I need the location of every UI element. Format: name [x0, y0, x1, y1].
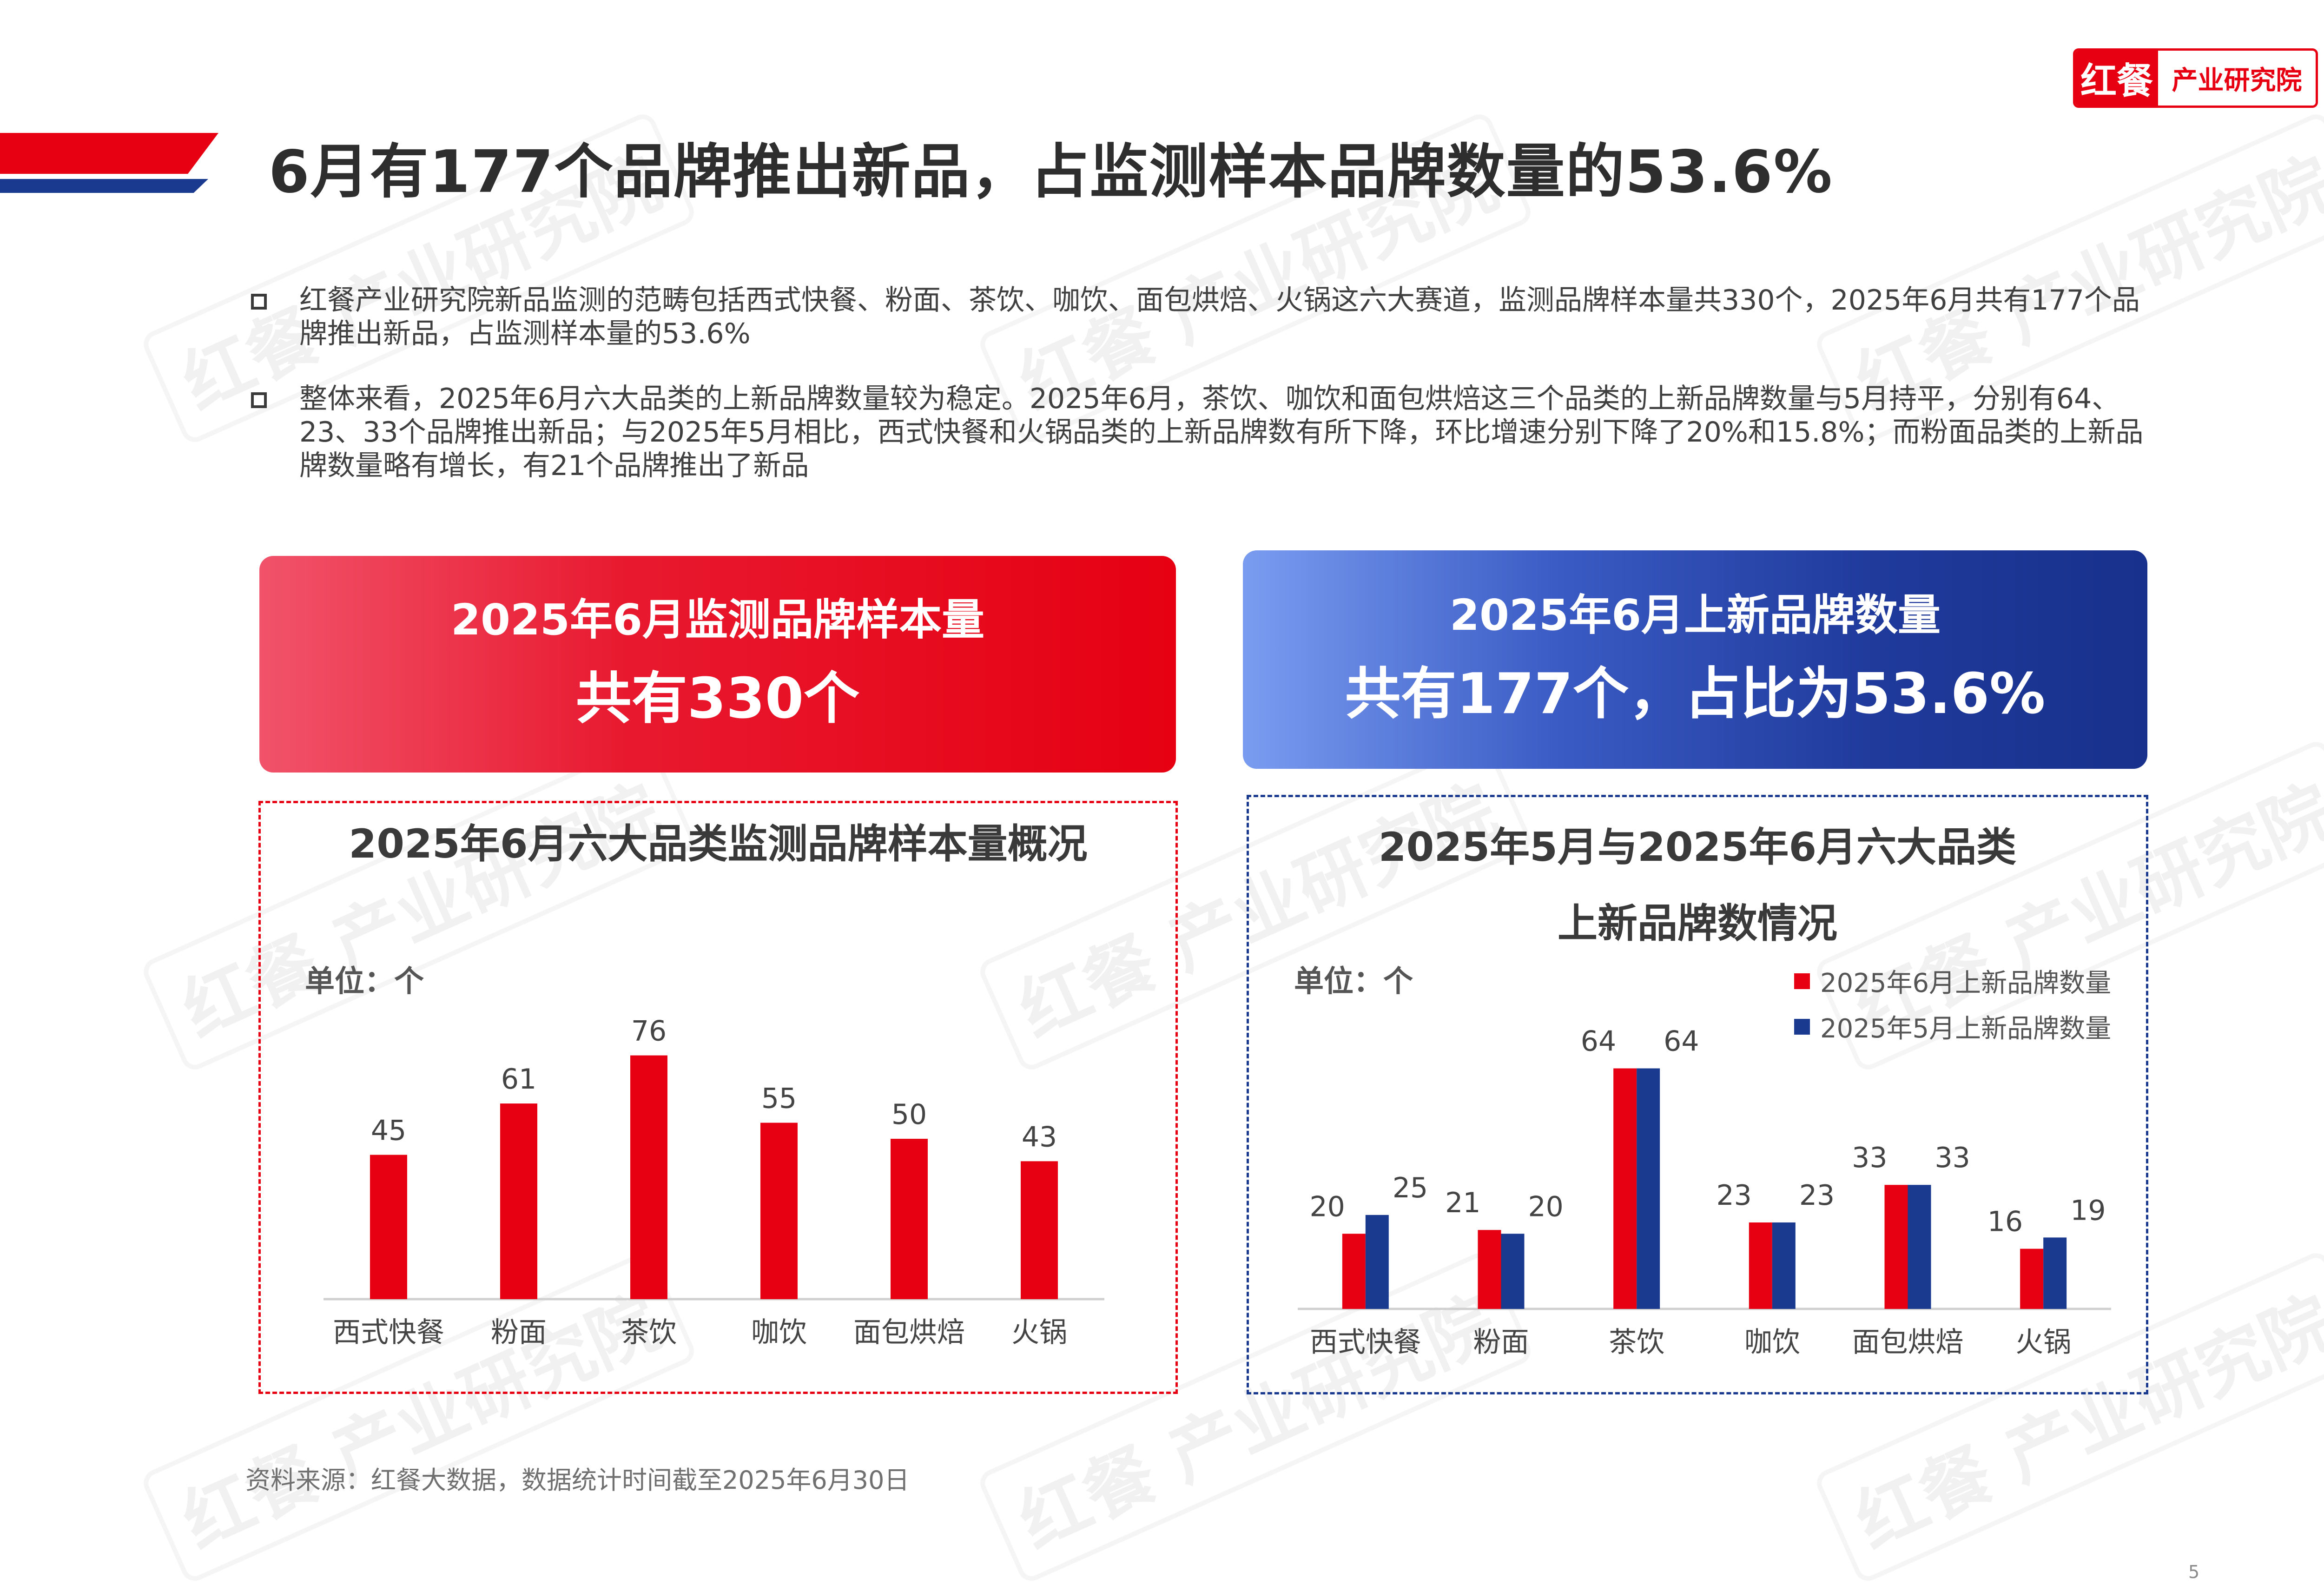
chart-title-line1: 2025年5月与2025年6月六大品类 [1378, 824, 2017, 871]
banner-heading: 2025年6月监测品牌样本量 [450, 595, 985, 645]
bar [1749, 1222, 1772, 1309]
bar [1501, 1234, 1525, 1309]
chart-unit-label: 单位：个 [305, 964, 424, 999]
x-tick-label: 茶饮 [1609, 1326, 1664, 1359]
title-accent-red [0, 133, 218, 174]
x-tick-label: 火锅 [2015, 1326, 2071, 1359]
chart-unit-label: 单位：个 [1294, 964, 1413, 999]
legend-item-may: 2025年5月上新品牌数量 [1794, 1008, 2111, 1045]
new-product-banner: 2025年6月上新品牌数量 共有177个，占比为53.6% [1243, 550, 2147, 769]
bar-value-label: 43 [1022, 1121, 1057, 1153]
bar-value-label: 61 [501, 1063, 536, 1096]
banner-value: 共有330个 [575, 667, 860, 731]
bar [1342, 1234, 1366, 1309]
chart-new-brands-panel [1247, 795, 2148, 1394]
chart-title-line2: 上新品牌数情况 [1558, 900, 1837, 947]
brand-logo: 红餐 产业研究院 [2073, 48, 2318, 108]
source-note: 资料来源：红餐大数据，数据统计时间截至2025年6月30日 [245, 1466, 910, 1495]
bar [1637, 1068, 1660, 1309]
bar [1772, 1222, 1796, 1309]
bar-value-label: 23 [1716, 1179, 1751, 1212]
bar-value-label: 50 [891, 1098, 927, 1131]
legend-swatch-red-icon [1794, 973, 1810, 989]
bar-value-label: 64 [1664, 1025, 1699, 1058]
sample-size-banner: 2025年6月监测品牌样本量 共有330个 [259, 556, 1176, 773]
chart-sample-size-panel [258, 801, 1178, 1394]
bar [760, 1123, 798, 1299]
bar-value-label: 55 [761, 1083, 797, 1115]
chart-title: 2025年6月六大品类监测品牌样本量概况 [349, 821, 1088, 867]
bar [1613, 1068, 1637, 1309]
bullet-item: 红餐产业研究院新品监测的范畴包括西式快餐、粉面、茶饮、咖饮、面包烘焙、火锅这六大… [251, 284, 2166, 350]
logo-institute: 产业研究院 [2172, 65, 2302, 96]
new-brands-grouped-bar-chart: 20 25 西式快餐 21 20 粉面 64 64 茶饮 23 23 咖饮 33 33 面包烘焙 16 19 火锅 [1298, 1025, 2111, 1359]
bar [630, 1055, 667, 1299]
bullet-text: 红餐产业研究院新品监测的范畴包括西式快餐、粉面、茶饮、咖饮、面包烘焙、火锅这六大… [299, 284, 2140, 350]
bar [500, 1103, 537, 1299]
title-accent-blue [0, 179, 208, 193]
bar-value-label: 23 [1799, 1179, 1835, 1212]
bar-value-label: 33 [1852, 1142, 1887, 1174]
x-tick-label: 茶饮 [621, 1316, 677, 1349]
page-title: 6月有177个品牌推出新品，占监测样本品牌数量的53.6% [269, 138, 1833, 206]
bar-value-label: 21 [1445, 1187, 1480, 1219]
sample-size-bar-chart: 45 西式快餐 61 粉面 76 茶饮 55 咖饮 50 面包烘焙 43 火锅 [324, 1015, 1104, 1349]
x-tick-label: 火锅 [1011, 1316, 1067, 1349]
bar [370, 1155, 407, 1299]
x-tick-label: 粉面 [491, 1316, 547, 1349]
bar-value-label: 19 [2070, 1194, 2106, 1227]
bar [2020, 1248, 2044, 1309]
x-tick-label: 西式快餐 [333, 1316, 444, 1349]
bar-value-label: 20 [1528, 1190, 1564, 1223]
bar-value-label: 76 [631, 1015, 667, 1048]
x-tick-label: 咖饮 [1744, 1326, 1800, 1359]
legend-label: 2025年5月上新品牌数量 [1820, 1014, 2112, 1044]
bar [1478, 1230, 1501, 1309]
logo-brand: 红餐 [2075, 51, 2158, 106]
bar-value-label: 25 [1393, 1172, 1428, 1204]
bar-value-label: 33 [1935, 1142, 1970, 1174]
x-tick-label: 咖饮 [751, 1316, 807, 1349]
x-tick-label: 面包烘焙 [1852, 1326, 1964, 1359]
x-tick-label: 西式快餐 [1310, 1326, 1421, 1359]
bar [1365, 1215, 1389, 1309]
legend-swatch-blue-icon [1794, 1018, 1810, 1035]
bar [2043, 1237, 2067, 1309]
bar-value-label: 45 [371, 1115, 406, 1147]
bar [1884, 1185, 1908, 1309]
square-bullet-icon [251, 392, 267, 408]
x-tick-label: 粉面 [1473, 1326, 1529, 1359]
bar-value-label: 20 [1309, 1190, 1345, 1223]
bullet-text: 整体来看，2025年6月六大品类的上新品牌数量较为稳定。2025年6月，茶饮、咖… [299, 383, 2144, 482]
bar [891, 1139, 928, 1299]
square-bullet-icon [251, 294, 267, 310]
page-number: 5 [2188, 1562, 2200, 1582]
legend-item-june: 2025年6月上新品牌数量 [1794, 962, 2111, 1000]
bar [1021, 1161, 1058, 1299]
bar-value-label: 64 [1581, 1025, 1616, 1058]
bullet-item: 整体来看，2025年6月六大品类的上新品牌数量较为稳定。2025年6月，茶饮、咖… [251, 382, 2166, 482]
x-tick-label: 面包烘焙 [853, 1316, 965, 1349]
bar-value-label: 16 [1987, 1206, 2023, 1238]
bar [1908, 1185, 1931, 1309]
legend-label: 2025年6月上新品牌数量 [1820, 968, 2112, 998]
banner-heading: 2025年6月上新品牌数量 [1449, 590, 1941, 640]
banner-value: 共有177个，占比为53.6% [1345, 662, 2046, 726]
